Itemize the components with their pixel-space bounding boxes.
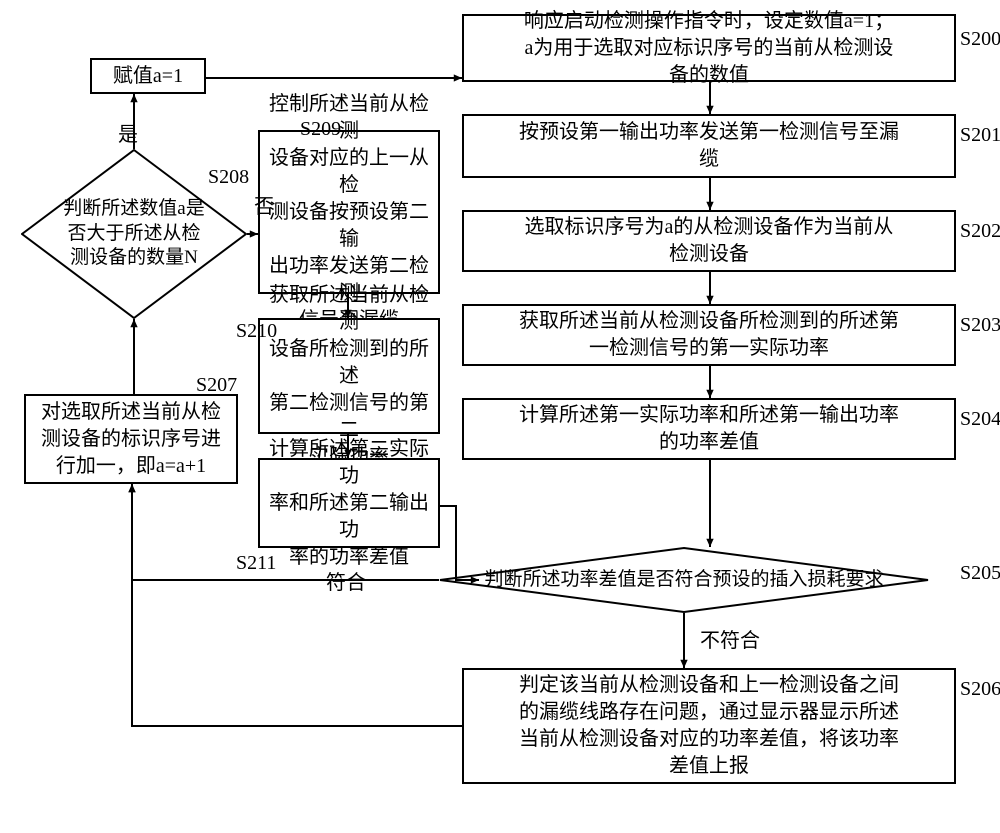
step-label-s206-text: S206 bbox=[960, 678, 1000, 700]
step-label-s209: S209 bbox=[300, 118, 341, 141]
node-s202-text: 选取标识序号为a的从检测设备作为当前从检测设备 bbox=[525, 214, 894, 268]
edge-label-match-text: 符合 bbox=[326, 572, 366, 594]
step-label-s209-text: S209 bbox=[300, 118, 341, 140]
node-topbox: 赋值a=1 bbox=[90, 58, 206, 94]
step-label-s203: S203 bbox=[960, 314, 1000, 337]
step-label-s202-text: S202 bbox=[960, 220, 1000, 242]
node-s203-text: 获取所述当前从检测设备所检测到的所述第一检测信号的第一实际功率 bbox=[519, 308, 899, 362]
step-label-s208-text: S208 bbox=[208, 166, 249, 188]
step-label-s210: S210 bbox=[236, 320, 277, 343]
step-label-s204: S204 bbox=[960, 408, 1000, 431]
node-s210: 获取所述当前从检测设备所检测到的所述第二检测信号的第二实际功率 bbox=[258, 318, 440, 434]
node-s201-text: 按预设第一输出功率发送第一检测信号至漏缆 bbox=[519, 119, 899, 173]
node-s205: 判断所述功率差值是否符合预设的插入损耗要求 bbox=[439, 547, 929, 613]
step-label-s203-text: S203 bbox=[960, 314, 1000, 336]
node-s202: 选取标识序号为a的从检测设备作为当前从检测设备 bbox=[462, 210, 956, 272]
node-s200: 响应启动检测操作指令时，设定数值a=1；a为用于选取对应标识序号的当前从检测设备… bbox=[462, 14, 956, 82]
node-s204-text: 计算所述第一实际功率和所述第一输出功率的功率差值 bbox=[519, 402, 899, 456]
step-label-s211: S211 bbox=[236, 552, 276, 575]
step-label-s204-text: S204 bbox=[960, 408, 1000, 430]
step-label-s201-text: S201 bbox=[960, 124, 1000, 146]
step-label-s210-text: S210 bbox=[236, 320, 277, 342]
step-label-s202: S202 bbox=[960, 220, 1000, 243]
step-label-s205-text: S205 bbox=[960, 562, 1000, 584]
step-label-s201: S201 bbox=[960, 124, 1000, 147]
edge-label-no-text: 否 bbox=[254, 196, 274, 218]
edge-label-yes: 是 bbox=[118, 118, 138, 147]
node-s207: 对选取所述当前从检测设备的标识序号进行加一，即a=a+1 bbox=[24, 394, 238, 484]
node-topbox-text: 赋值a=1 bbox=[113, 63, 183, 90]
node-s211-text: 计算所述第二实际功率和所述第二输出功率的功率差值 bbox=[268, 436, 430, 571]
step-label-s207: S207 bbox=[196, 374, 237, 397]
step-label-s211-text: S211 bbox=[236, 552, 276, 574]
step-label-s200-text: S200 bbox=[960, 28, 1000, 50]
node-s207-text: 对选取所述当前从检测设备的标识序号进行加一，即a=a+1 bbox=[41, 399, 221, 480]
node-s209: 控制所述当前从检测设备对应的上一从检测设备按预设第二输出功率发送第二检测信号至漏… bbox=[258, 130, 440, 294]
step-label-s206: S206 bbox=[960, 678, 1000, 701]
step-label-s208: S208 bbox=[208, 166, 249, 189]
node-s211: 计算所述第二实际功率和所述第二输出功率的功率差值 bbox=[258, 458, 440, 548]
edge-label-yes-text: 是 bbox=[118, 124, 138, 146]
node-s206: 判定该当前从检测设备和上一检测设备之间的漏缆线路存在问题，通过显示器显示所述当前… bbox=[462, 668, 956, 784]
node-s206-text: 判定该当前从检测设备和上一检测设备之间的漏缆线路存在问题，通过显示器显示所述当前… bbox=[519, 672, 899, 780]
step-label-s200: S200 bbox=[960, 28, 1000, 51]
node-s208-text: 判断所述数值a是否大于所述从检测设备的数量N bbox=[63, 197, 204, 271]
node-s203: 获取所述当前从检测设备所检测到的所述第一检测信号的第一实际功率 bbox=[462, 304, 956, 366]
node-s205-text: 判断所述功率差值是否符合预设的插入损耗要求 bbox=[484, 568, 883, 593]
node-s201: 按预设第一输出功率发送第一检测信号至漏缆 bbox=[462, 114, 956, 178]
step-label-s207-text: S207 bbox=[196, 374, 237, 396]
edge-label-nomatch-text: 不符合 bbox=[700, 630, 760, 652]
node-s200-text: 响应启动检测操作指令时，设定数值a=1；a为用于选取对应标识序号的当前从检测设备… bbox=[524, 8, 894, 89]
edge-label-no: 否 bbox=[254, 190, 274, 219]
edge-label-match: 符合 bbox=[326, 566, 366, 595]
edge-label-nomatch: 不符合 bbox=[700, 624, 760, 653]
step-label-s205: S205 bbox=[960, 562, 1000, 585]
node-s204: 计算所述第一实际功率和所述第一输出功率的功率差值 bbox=[462, 398, 956, 460]
